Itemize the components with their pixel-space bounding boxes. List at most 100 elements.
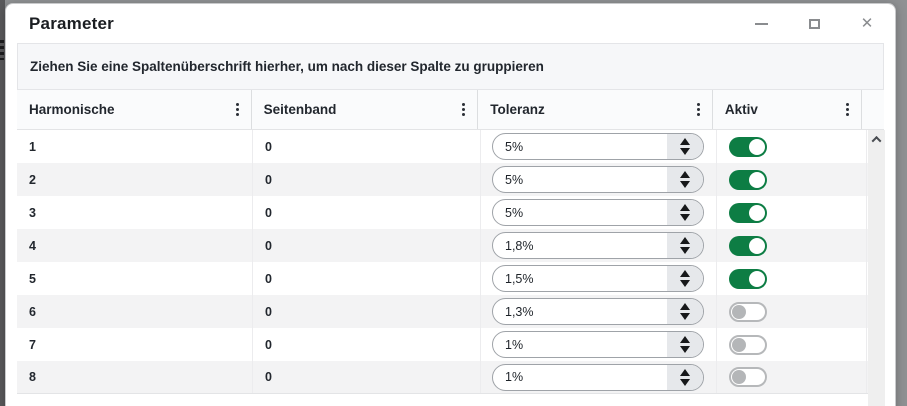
cell-toleranz	[481, 328, 717, 361]
spin-down-icon[interactable]	[680, 346, 690, 353]
group-by-hint: Ziehen Sie eine Spaltenüberschrift hierh…	[30, 59, 544, 74]
toleranz-input[interactable]	[493, 299, 667, 324]
spin-down-icon[interactable]	[680, 247, 690, 254]
spin-down-icon[interactable]	[680, 148, 690, 155]
toggle-knob	[749, 171, 765, 188]
dialog-title: Parameter	[29, 13, 114, 33]
toleranz-spinner[interactable]	[492, 331, 704, 358]
aktiv-toggle[interactable]	[729, 136, 767, 157]
spinner-buttons[interactable]	[667, 332, 703, 357]
table-row: 4 0	[17, 229, 884, 262]
cell-harmonische: 7	[17, 328, 253, 361]
spin-down-icon[interactable]	[680, 181, 690, 188]
spin-up-icon[interactable]	[680, 303, 690, 310]
cell-harmonische: 8	[17, 361, 253, 393]
spinner-buttons[interactable]	[667, 167, 703, 192]
grid-header-row: Harmonische Seitenband Toleranz Aktiv	[17, 90, 884, 130]
spin-up-icon[interactable]	[680, 270, 690, 277]
spinner-buttons[interactable]	[667, 134, 703, 159]
spin-up-icon[interactable]	[680, 138, 690, 145]
maximize-icon	[808, 18, 820, 29]
column-menu-icon[interactable]	[460, 100, 467, 119]
column-menu-icon[interactable]	[844, 100, 851, 119]
grid-rows: 1 0 2 0	[17, 130, 884, 394]
table-row: 6 0	[17, 295, 884, 328]
spin-up-icon[interactable]	[680, 336, 690, 343]
aktiv-toggle[interactable]	[729, 367, 767, 387]
spin-down-icon[interactable]	[680, 214, 690, 221]
cell-toleranz	[481, 361, 717, 393]
cell-toleranz	[481, 295, 717, 328]
toggle-knob	[732, 370, 746, 384]
toleranz-input[interactable]	[493, 364, 667, 390]
minimize-icon	[754, 22, 768, 25]
column-header-harmonische[interactable]: Harmonische	[17, 90, 252, 129]
column-header-aktiv[interactable]: Aktiv	[713, 90, 862, 129]
cell-toleranz	[481, 163, 717, 196]
aktiv-toggle[interactable]	[729, 235, 767, 256]
toleranz-spinner[interactable]	[492, 199, 704, 226]
toggle-knob	[732, 337, 746, 352]
toggle-knob	[749, 270, 765, 287]
cell-seitenband: 0	[253, 229, 481, 262]
close-button[interactable]: ✕	[859, 16, 875, 32]
spinner-buttons[interactable]	[667, 200, 703, 225]
column-header-seitenband[interactable]: Seitenband	[252, 90, 479, 129]
aktiv-toggle[interactable]	[729, 169, 767, 190]
toleranz-input[interactable]	[493, 332, 667, 357]
background-app-glyph	[0, 40, 4, 60]
maximize-button[interactable]	[806, 16, 822, 32]
cell-aktiv	[717, 130, 867, 163]
aktiv-toggle[interactable]	[729, 268, 767, 289]
spin-up-icon[interactable]	[680, 171, 690, 178]
scrollbar-up-button[interactable]	[868, 130, 885, 148]
cell-aktiv	[717, 361, 867, 393]
aktiv-toggle[interactable]	[729, 301, 767, 322]
spin-down-icon[interactable]	[680, 313, 690, 320]
dialog-titlebar[interactable]: Parameter ✕	[6, 4, 895, 43]
minimize-button[interactable]	[753, 16, 769, 32]
column-header-toleranz[interactable]: Toleranz	[478, 90, 713, 129]
cell-harmonische: 5	[17, 262, 253, 295]
spin-up-icon[interactable]	[680, 237, 690, 244]
aktiv-toggle[interactable]	[729, 202, 767, 223]
toleranz-spinner[interactable]	[492, 133, 704, 160]
cell-harmonische: 3	[17, 196, 253, 229]
toleranz-input[interactable]	[493, 233, 667, 258]
chevron-up-icon	[871, 135, 882, 146]
toggle-knob	[749, 237, 765, 254]
spinner-buttons[interactable]	[667, 233, 703, 258]
toleranz-spinner[interactable]	[492, 265, 704, 292]
toleranz-spinner[interactable]	[492, 166, 704, 193]
toleranz-spinner[interactable]	[492, 298, 704, 325]
table-row: 5 0	[17, 262, 884, 295]
spin-down-icon[interactable]	[680, 378, 690, 386]
cell-toleranz	[481, 196, 717, 229]
table-row: 2 0	[17, 163, 884, 196]
spinner-buttons[interactable]	[667, 364, 703, 390]
toggle-knob	[749, 204, 765, 221]
aktiv-toggle[interactable]	[729, 334, 767, 355]
spin-up-icon[interactable]	[680, 368, 690, 376]
toleranz-spinner[interactable]	[492, 363, 704, 391]
toleranz-input[interactable]	[493, 167, 667, 192]
cell-aktiv	[717, 229, 867, 262]
toggle-knob	[749, 138, 765, 155]
toleranz-input[interactable]	[493, 200, 667, 225]
cell-aktiv	[717, 295, 867, 328]
cell-seitenband: 0	[253, 163, 481, 196]
toleranz-spinner[interactable]	[492, 232, 704, 259]
cell-harmonische: 6	[17, 295, 253, 328]
table-row: 7 0	[17, 328, 884, 361]
spinner-buttons[interactable]	[667, 299, 703, 324]
toleranz-input[interactable]	[493, 134, 667, 159]
vertical-scrollbar[interactable]	[868, 130, 885, 406]
spinner-buttons[interactable]	[667, 266, 703, 291]
close-icon: ✕	[860, 15, 874, 32]
spin-up-icon[interactable]	[680, 204, 690, 211]
column-menu-icon[interactable]	[695, 100, 702, 119]
toleranz-input[interactable]	[493, 266, 667, 291]
group-by-panel[interactable]: Ziehen Sie eine Spaltenüberschrift hierh…	[17, 43, 884, 90]
column-menu-icon[interactable]	[234, 100, 241, 119]
spin-down-icon[interactable]	[680, 280, 690, 287]
